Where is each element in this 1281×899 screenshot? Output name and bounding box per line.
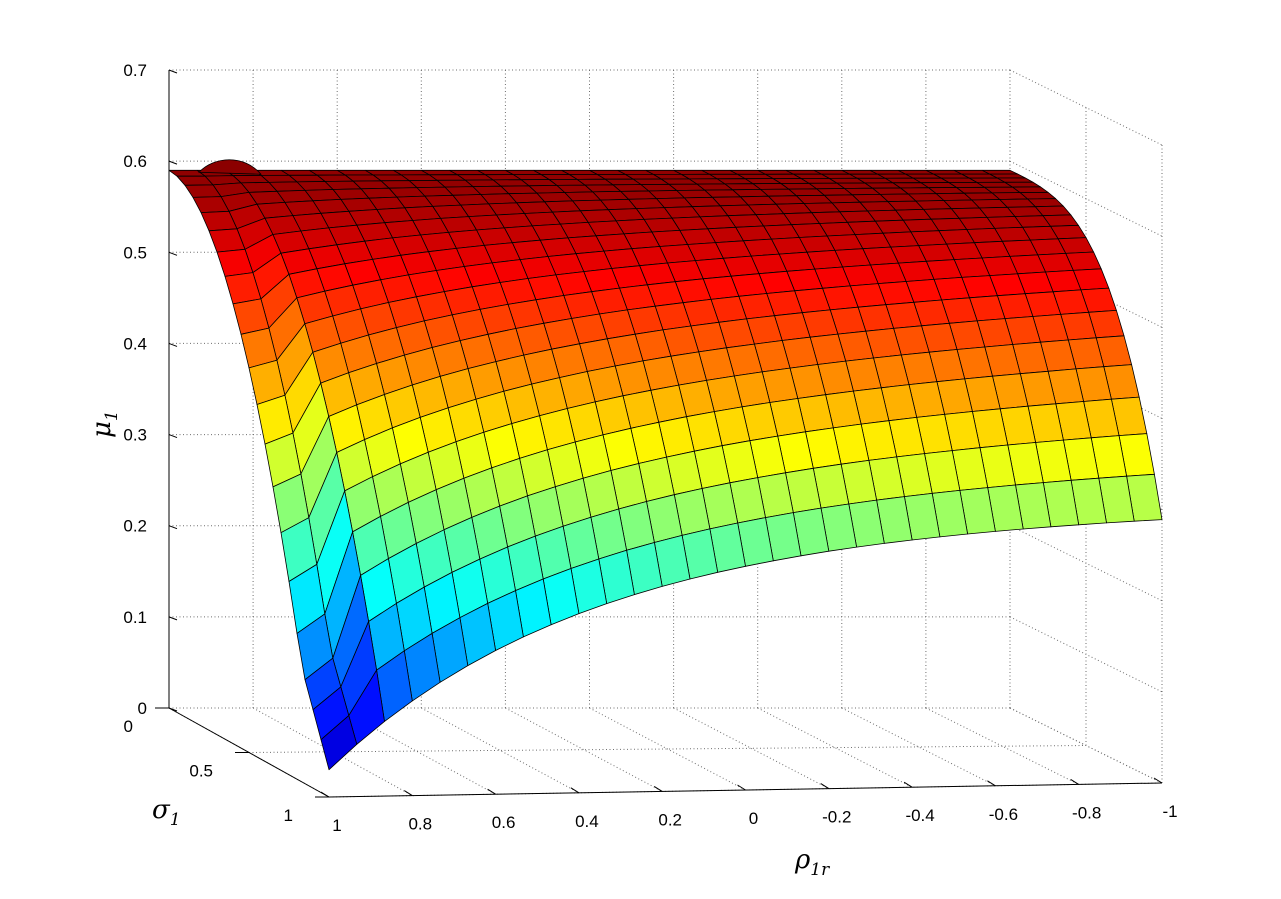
x-tick-label: 0.8	[408, 815, 432, 834]
grid-line	[1009, 525, 1163, 602]
axis-titles: ρ1r σ1 μ1	[87, 410, 830, 880]
z-tick-label: 0.6	[123, 152, 147, 171]
x-tick-label: -1	[1162, 802, 1177, 821]
y-tick-label: 0	[124, 717, 133, 736]
grid-line	[1009, 616, 1163, 693]
grid-line	[757, 707, 913, 788]
z-tick-label: 0.4	[123, 334, 147, 353]
x-tick-mark	[320, 791, 330, 798]
surface-peak	[198, 159, 262, 175]
x-tick-label: 0.2	[658, 810, 682, 829]
grid-line	[1009, 69, 1163, 146]
surface-mesh	[168, 159, 1163, 771]
x-tick-label: 0.6	[492, 813, 516, 832]
x-tick-mark	[404, 790, 413, 797]
x-tick-mark	[820, 783, 830, 790]
z-tick-label: 0.1	[123, 608, 147, 627]
grid-line	[252, 707, 413, 797]
z-axis-title: μ1	[87, 410, 122, 438]
z-tick-mark	[168, 707, 178, 712]
x-tick-mark	[487, 788, 496, 795]
y-axis-title: σ1	[152, 795, 181, 830]
grid-line	[589, 707, 746, 791]
x-tick-mark	[1153, 777, 1163, 784]
x-tick-mark	[737, 784, 746, 791]
z-tick-label: 0.3	[123, 426, 147, 445]
z-tick-mark	[168, 342, 178, 347]
x-tick-mark	[987, 780, 996, 787]
z-tick-mark	[168, 69, 178, 74]
z-tick-mark	[168, 434, 178, 439]
z-tick-label: 0.7	[123, 61, 147, 80]
z-tick-mark	[168, 160, 178, 165]
z-tick-mark	[168, 251, 178, 256]
x-tick-mark	[1070, 778, 1079, 785]
x-tick-label: -0.6	[989, 805, 1018, 824]
x-tick-mark	[570, 787, 580, 794]
y-tick-label: 0.5	[189, 762, 213, 781]
surface-patch	[320, 715, 358, 771]
grid-line	[421, 707, 580, 794]
z-tick-label: 0.2	[123, 517, 147, 536]
y-tick-label: 1	[284, 806, 293, 825]
z-tick-mark	[168, 616, 178, 621]
x-tick-label: 1	[332, 816, 341, 835]
x-tick-mark	[903, 781, 913, 788]
tick-labels: 0 0.1 0.2 0.3 0.4 0.5 0.6 0.7 1 0.8 0.6 0.4 0.2 0 -0.2…	[123, 61, 1177, 835]
grid-line	[505, 707, 663, 792]
grid-line	[841, 707, 996, 787]
x-tick-label: 0.4	[575, 812, 599, 831]
svg-text:μ1: μ1	[87, 410, 122, 438]
grid-line	[925, 707, 1079, 785]
grid-line	[1009, 160, 1163, 237]
x-tick-label: -0.8	[1072, 803, 1101, 822]
x-tick-label: -0.4	[905, 806, 934, 825]
z-tick-mark	[168, 525, 178, 530]
x-tick-label: 0	[749, 809, 758, 828]
x-axis-title: ρ1r	[794, 845, 830, 880]
x-tick-label: -0.2	[822, 808, 851, 827]
x-tick-mark	[653, 785, 663, 792]
z-tick-label: 0.5	[123, 243, 147, 262]
x-axis-title-sub: 1	[810, 860, 821, 880]
z-tick-label: 0	[138, 699, 147, 718]
